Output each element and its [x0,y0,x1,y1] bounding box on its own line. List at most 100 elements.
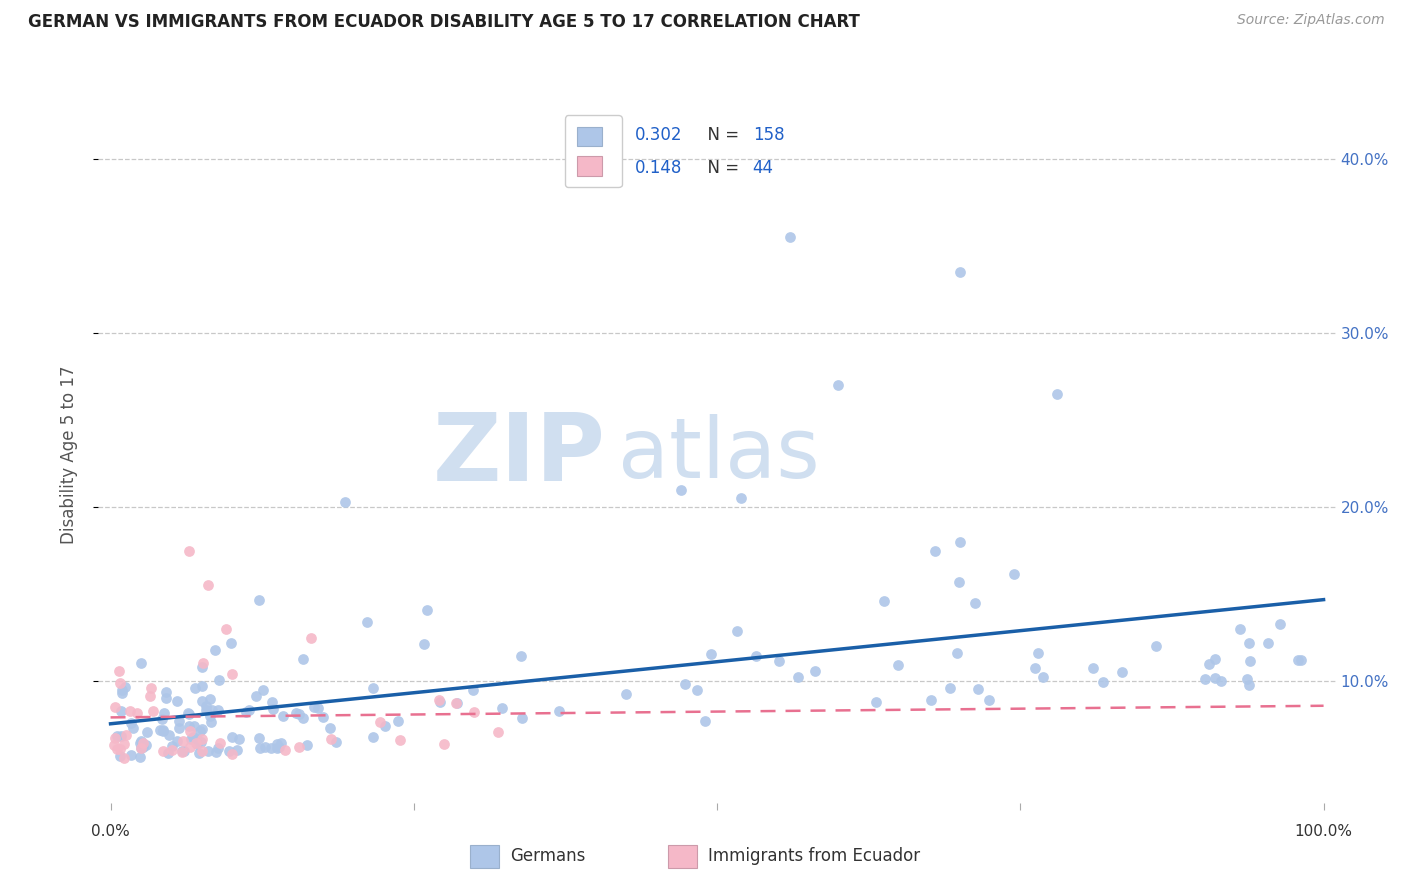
Point [167,714,190,728]
Point [247,731,270,746]
Point [188,746,211,760]
Point [416,602,439,616]
Point [160,742,183,756]
Point [510,649,533,664]
Point [1032,670,1054,684]
Text: 158: 158 [752,126,785,144]
Point [129,740,152,755]
Text: N =: N = [697,159,744,177]
Point [1257,636,1279,650]
Point [129,656,152,670]
Point [166,694,188,708]
Point [136,725,159,739]
Point [191,680,214,694]
Point [108,742,131,756]
Point [779,230,801,244]
Point [1236,672,1258,686]
Point [150,713,173,727]
Point [129,736,152,750]
Point [142,704,165,718]
Point [129,741,152,756]
Point [288,707,311,722]
Point [693,714,716,728]
Point [312,710,335,724]
Point [1286,653,1309,667]
Point [110,704,132,718]
Point [548,704,571,718]
Text: 0.148: 0.148 [636,159,682,177]
Point [197,744,219,758]
Point [260,741,283,756]
Point [307,700,329,714]
Point [135,739,157,753]
Point [924,543,946,558]
Text: 0.0%: 0.0% [91,823,129,838]
Text: ZIP: ZIP [433,409,606,501]
Point [221,666,243,681]
Point [186,737,208,751]
Point [873,594,896,608]
Text: 0.302: 0.302 [636,126,683,144]
Point [285,706,308,721]
Point [685,682,707,697]
Point [157,746,180,760]
Point [219,636,242,650]
Point [195,698,218,713]
Point [745,649,768,664]
Point [1229,622,1251,636]
Point [155,685,177,699]
Point [152,724,174,739]
Point [198,709,221,723]
Point [153,706,176,721]
Point [204,643,226,657]
Point [486,725,509,739]
Point [1081,661,1104,675]
Point [112,751,135,765]
Point [252,682,274,697]
Point [195,703,218,717]
Point [803,664,825,678]
Point [1204,651,1226,665]
Point [198,691,221,706]
Point [208,673,231,687]
Point [114,680,136,694]
Point [110,729,132,743]
Point [730,491,752,506]
Point [112,737,135,751]
Point [274,743,297,757]
Point [1111,665,1133,679]
Point [207,703,229,717]
Point [270,736,292,750]
Point [166,734,188,748]
Point [1239,654,1261,668]
Point [427,693,450,707]
Point [948,574,970,589]
Point [183,719,205,733]
Point [129,749,152,764]
Text: Source: ZipAtlas.com: Source: ZipAtlas.com [1237,13,1385,28]
Text: atlas: atlas [619,415,820,495]
Point [186,732,208,747]
Point [614,687,637,701]
Point [104,731,127,745]
Point [104,699,127,714]
Point [215,622,238,636]
Point [249,740,271,755]
Text: 100.0%: 100.0% [1295,823,1353,838]
Point [432,737,454,751]
Point [946,647,969,661]
Point [374,718,396,732]
Point [111,686,134,700]
Point [160,739,183,753]
Point [491,701,513,715]
Point [429,695,451,709]
Point [183,681,205,695]
Point [325,734,347,748]
Point [177,706,200,720]
Point [1026,646,1049,660]
Point [131,736,153,750]
Point [700,647,723,661]
Text: R =: R = [582,126,619,144]
Point [157,728,180,742]
Point [1024,660,1046,674]
